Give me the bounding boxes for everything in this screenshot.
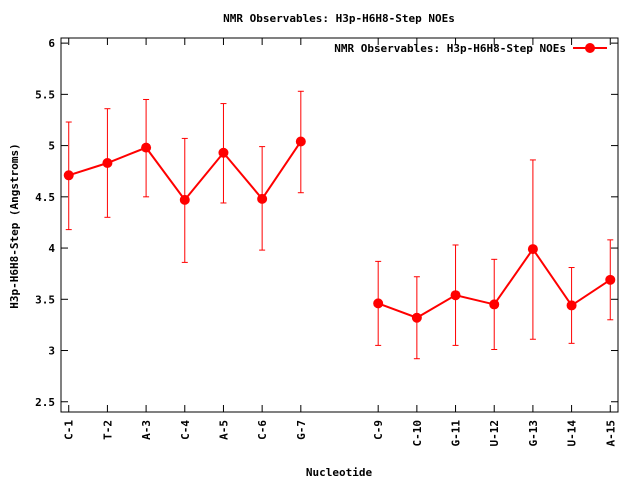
x-tick-label: C-4 <box>179 420 192 440</box>
y-tick-label: 2.5 <box>35 396 55 409</box>
data-point <box>63 170 74 181</box>
x-tick-label: C-6 <box>256 420 269 440</box>
y-tick-label: 4 <box>48 242 55 255</box>
x-tick-label: A-15 <box>604 420 617 447</box>
plot-frame <box>60 37 619 413</box>
y-tick-label: 3 <box>48 345 55 358</box>
y-axis: 2.5 3 3.5 4 4.5 5 5.5 6 <box>35 37 618 409</box>
x-tick-label: U-12 <box>488 420 501 447</box>
data-point <box>179 194 190 205</box>
x-tick-label: C-9 <box>372 420 385 440</box>
data-point <box>373 298 384 309</box>
x-tick-label: U-14 <box>566 420 579 447</box>
plot-border <box>60 37 619 413</box>
chart-title: NMR Observables: H3p-H6H8-Step NOEs <box>223 12 455 25</box>
x-tick-label: T-2 <box>101 420 114 440</box>
x-axis-label: Nucleotide <box>306 466 373 479</box>
x-tick-label: A-5 <box>217 420 230 440</box>
data-point <box>527 244 538 255</box>
x-tick-label: G-7 <box>295 420 308 440</box>
x-tick-label: G-13 <box>527 420 540 447</box>
data-point <box>257 193 268 204</box>
data-point <box>218 147 229 158</box>
legend: NMR Observables: H3p-H6H8-Step NOEs <box>334 42 607 55</box>
x-tick-label: A-3 <box>140 420 153 440</box>
y-tick-label: 5.5 <box>35 88 55 101</box>
y-tick-label: 3.5 <box>35 293 55 306</box>
data-point <box>295 136 306 147</box>
data-point <box>489 299 500 310</box>
y-tick-label: 6 <box>48 37 55 50</box>
x-tick-label: C-10 <box>411 420 424 447</box>
y-tick-label: 5 <box>48 140 55 153</box>
legend-label: NMR Observables: H3p-H6H8-Step NOEs <box>334 42 566 55</box>
legend-marker <box>585 43 595 53</box>
data-point <box>566 300 577 311</box>
x-axis: C-1 T-2 A-3 C-4 A-5 C-6 G-7 C-9 C-10 G-11 U-12 G-13… <box>63 38 617 447</box>
x-tick-label: G-11 <box>450 420 463 447</box>
x-tick-label: C-1 <box>63 420 76 440</box>
data-point <box>450 290 461 301</box>
y-tick-label: 4.5 <box>35 191 55 204</box>
series-layer <box>63 90 616 360</box>
y-axis-label: H3p-H6H8-Step (Angstroms) <box>8 143 21 309</box>
data-point <box>141 142 152 153</box>
data-point <box>102 158 113 169</box>
data-point <box>605 274 616 285</box>
data-point <box>411 312 422 323</box>
